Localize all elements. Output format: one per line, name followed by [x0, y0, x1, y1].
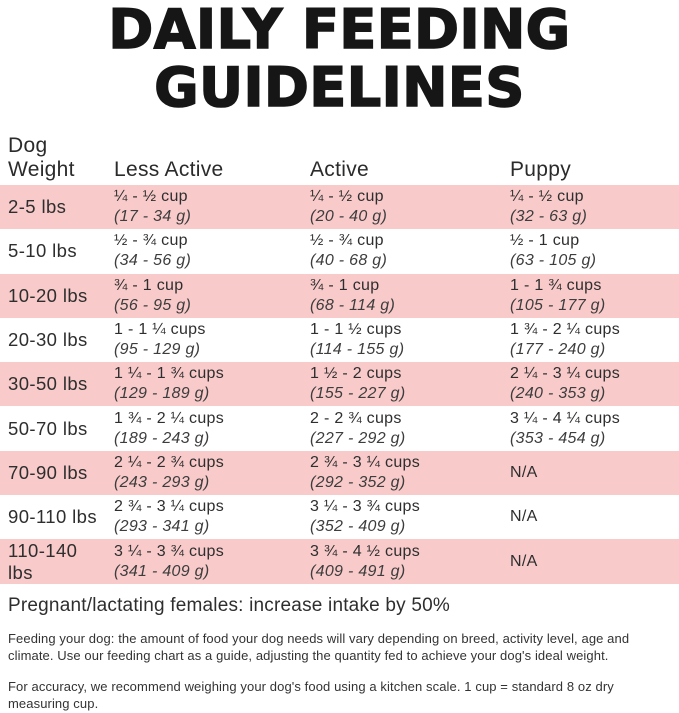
- feeding-note: Feeding your dog: the amount of food you…: [8, 630, 630, 664]
- table-row: 30-50 lbs 1 ¼ - 1 ¾ cups (129 - 189 g) 1…: [0, 362, 679, 407]
- puppy-cell: ¼ - ½ cup (32 - 63 g): [510, 188, 588, 226]
- weight-cell: 20-30 lbs: [8, 329, 88, 351]
- page-title-line2: GUIDELINES: [153, 56, 525, 119]
- puppy-cell: N/A: [510, 552, 538, 570]
- puppy-cell: 2 ¼ - 3 ¼ cups (240 - 353 g): [510, 365, 621, 403]
- weight-cell: 90-110 lbs: [8, 506, 98, 528]
- puppy-cell: 1 - 1 ¾ cups (105 - 177 g): [510, 276, 606, 314]
- less-active-cell: 1 ¼ - 1 ¾ cups (129 - 189 g): [114, 365, 225, 403]
- active-cell: 3 ¼ - 3 ¾ cups (352 - 409 g): [310, 498, 421, 536]
- table-header-row: Dog Weight Less Active Active Puppy: [0, 134, 679, 182]
- table-row: 50-70 lbs 1 ¾ - 2 ¼ cups (189 - 243 g) 2…: [0, 406, 679, 450]
- puppy-cell: 3 ¼ - 4 ¼ cups (353 - 454 g): [510, 409, 621, 447]
- table-row: 5-10 lbs ½ - ¾ cup (34 - 56 g) ½ - ¾ cup…: [0, 229, 679, 273]
- active-cell: ¾ - 1 cup (68 - 114 g): [310, 276, 396, 314]
- weight-cell: 110-140 lbs: [8, 539, 78, 583]
- active-cell: 3 ¾ - 4 ½ cups (409 - 491 g): [310, 542, 421, 580]
- puppy-cell: 1 ¾ - 2 ¼ cups (177 - 240 g): [510, 321, 621, 359]
- active-cell: ¼ - ½ cup (20 - 40 g): [310, 188, 388, 226]
- puppy-cell: ½ - 1 cup (63 - 105 g): [510, 232, 597, 270]
- puppy-cell: N/A: [510, 508, 538, 526]
- active-cell: 2 - 2 ¾ cups (227 - 292 g): [310, 409, 406, 447]
- active-cell: ½ - ¾ cup (40 - 68 g): [310, 232, 388, 270]
- page-title: DAILY FEEDING GUIDELINES: [0, 0, 679, 117]
- column-header-dog-weight-line2: Weight: [8, 158, 75, 181]
- less-active-cell: ¼ - ½ cup (17 - 34 g): [114, 188, 192, 226]
- active-cell: 2 ¾ - 3 ¼ cups (292 - 352 g): [310, 453, 421, 491]
- feeding-table: 2-5 lbs ¼ - ½ cup (17 - 34 g) ¼ - ½ cup …: [0, 185, 679, 584]
- table-row: 2-5 lbs ¼ - ½ cup (17 - 34 g) ¼ - ½ cup …: [0, 185, 679, 230]
- table-row: 90-110 lbs 2 ¾ - 3 ¼ cups (293 - 341 g) …: [0, 495, 679, 539]
- less-active-cell: 2 ¾ - 3 ¼ cups (293 - 341 g): [114, 498, 225, 536]
- weight-cell: 70-90 lbs: [8, 461, 88, 483]
- column-header-dog-weight: Dog Weight: [0, 134, 106, 182]
- page-title-line1: DAILY FEEDING: [108, 0, 571, 61]
- active-cell: 1 ½ - 2 cups (155 - 227 g): [310, 365, 406, 403]
- less-active-cell: 2 ¼ - 2 ¾ cups (243 - 293 g): [114, 453, 225, 491]
- pregnant-note: Pregnant/lactating females: increase int…: [8, 594, 450, 616]
- weight-cell: 2-5 lbs: [8, 196, 67, 218]
- column-header-active: Active: [310, 158, 369, 181]
- accuracy-note: For accuracy, we recommend weighing your…: [8, 678, 614, 712]
- weight-cell: 50-70 lbs: [8, 417, 88, 439]
- footer-notes: Pregnant/lactating females: increase int…: [0, 595, 679, 713]
- puppy-cell: N/A: [510, 463, 538, 481]
- less-active-cell: ¾ - 1 cup (56 - 95 g): [114, 276, 192, 314]
- table-row: 70-90 lbs 2 ¼ - 2 ¾ cups (243 - 293 g) 2…: [0, 450, 679, 496]
- weight-cell: 5-10 lbs: [8, 240, 78, 262]
- column-header-less-active: Less Active: [114, 158, 224, 181]
- table-row: 20-30 lbs 1 - 1 ¼ cups (95 - 129 g) 1 - …: [0, 318, 679, 362]
- weight-cell: 10-20 lbs: [8, 284, 88, 306]
- column-header-dog-weight-line1: Dog: [8, 134, 48, 157]
- active-cell: 1 - 1 ½ cups (114 - 155 g): [310, 321, 405, 359]
- less-active-cell: ½ - ¾ cup (34 - 56 g): [114, 232, 192, 270]
- table-row: 110-140 lbs 3 ¼ - 3 ¾ cups (341 - 409 g)…: [0, 539, 679, 584]
- column-header-puppy: Puppy: [510, 158, 572, 181]
- table-row: 10-20 lbs ¾ - 1 cup (56 - 95 g) ¾ - 1 cu…: [0, 273, 679, 318]
- less-active-cell: 1 - 1 ¼ cups (95 - 129 g): [114, 321, 206, 359]
- weight-cell: 30-50 lbs: [8, 373, 88, 395]
- less-active-cell: 3 ¼ - 3 ¾ cups (341 - 409 g): [114, 542, 225, 580]
- less-active-cell: 1 ¾ - 2 ¼ cups (189 - 243 g): [114, 409, 225, 447]
